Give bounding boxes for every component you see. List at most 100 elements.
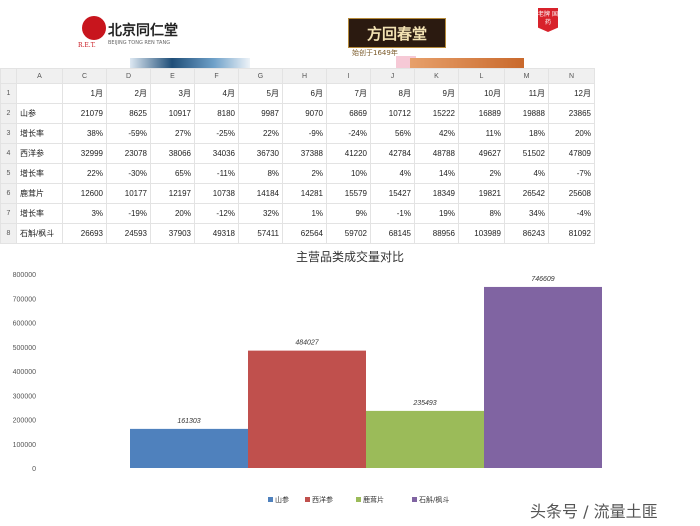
row-label[interactable]: 增长率 xyxy=(17,124,63,144)
table-cell[interactable]: 48788 xyxy=(415,144,459,164)
table-cell[interactable]: 32999 xyxy=(63,144,107,164)
table-cell[interactable]: 26693 xyxy=(63,224,107,244)
table-cell[interactable]: 14184 xyxy=(239,184,283,204)
table-cell[interactable]: 3% xyxy=(63,204,107,224)
month-header[interactable]: 12月 xyxy=(549,84,595,104)
row-label[interactable]: 石斛/枫斗 xyxy=(17,224,63,244)
table-cell[interactable]: 25608 xyxy=(549,184,595,204)
table-cell[interactable]: 51502 xyxy=(505,144,549,164)
table-cell[interactable]: 38066 xyxy=(151,144,195,164)
table-cell[interactable]: 20% xyxy=(549,124,595,144)
table-cell[interactable]: 49627 xyxy=(459,144,505,164)
table-cell[interactable]: 34036 xyxy=(195,144,239,164)
table-cell[interactable]: -12% xyxy=(195,204,239,224)
table-cell[interactable]: 19% xyxy=(415,204,459,224)
month-header[interactable]: 5月 xyxy=(239,84,283,104)
table-cell[interactable]: 12600 xyxy=(63,184,107,204)
table-cell[interactable]: 8625 xyxy=(107,104,151,124)
table-cell[interactable]: -9% xyxy=(283,124,327,144)
table-cell[interactable]: -19% xyxy=(107,204,151,224)
table-cell[interactable]: 9% xyxy=(327,204,371,224)
month-header[interactable]: 10月 xyxy=(459,84,505,104)
row-label[interactable]: 山参 xyxy=(17,104,63,124)
table-cell[interactable]: 9070 xyxy=(283,104,327,124)
table-cell[interactable]: 4% xyxy=(505,164,549,184)
table-cell[interactable]: -11% xyxy=(195,164,239,184)
table-cell[interactable]: 57411 xyxy=(239,224,283,244)
table-cell[interactable]: 36730 xyxy=(239,144,283,164)
table-cell[interactable] xyxy=(17,84,63,104)
table-cell[interactable]: 62564 xyxy=(283,224,327,244)
table-cell[interactable]: 18349 xyxy=(415,184,459,204)
table-cell[interactable]: 15427 xyxy=(371,184,415,204)
data-table[interactable]: A C D E F G H I J K L M N 1 1月 2月 3月 4月 5月 6月 7月 8月 9月 10月 11月 12… xyxy=(0,68,595,244)
table-cell[interactable]: 68145 xyxy=(371,224,415,244)
table-cell[interactable]: 10917 xyxy=(151,104,195,124)
month-header[interactable]: 9月 xyxy=(415,84,459,104)
table-cell[interactable]: 10177 xyxy=(107,184,151,204)
table-cell[interactable]: 11% xyxy=(459,124,505,144)
table-cell[interactable]: 6869 xyxy=(327,104,371,124)
table-cell[interactable]: 81092 xyxy=(549,224,595,244)
table-cell[interactable]: 37903 xyxy=(151,224,195,244)
table-cell[interactable]: 9987 xyxy=(239,104,283,124)
table-row[interactable]: 4 西洋参 32999 23078 38066 34036 36730 37388 41220 4… xyxy=(1,144,595,164)
row-label[interactable]: 增长率 xyxy=(17,204,63,224)
row-label[interactable]: 西洋参 xyxy=(17,144,63,164)
month-header[interactable]: 11月 xyxy=(505,84,549,104)
table-cell[interactable]: 26542 xyxy=(505,184,549,204)
table-cell[interactable]: 10738 xyxy=(195,184,239,204)
spreadsheet[interactable]: A C D E F G H I J K L M N 1 1月 2月 3月 4月 5月 6月 7月 8月 9月 10月 11月 12… xyxy=(0,68,700,244)
table-cell[interactable]: 42784 xyxy=(371,144,415,164)
table-cell[interactable]: 18% xyxy=(505,124,549,144)
table-cell[interactable]: 41220 xyxy=(327,144,371,164)
table-cell[interactable]: 19888 xyxy=(505,104,549,124)
table-cell[interactable]: -25% xyxy=(195,124,239,144)
table-cell[interactable]: 49318 xyxy=(195,224,239,244)
table-cell[interactable]: 103989 xyxy=(459,224,505,244)
table-cell[interactable]: 47809 xyxy=(549,144,595,164)
month-header[interactable]: 7月 xyxy=(327,84,371,104)
table-cell[interactable]: 8% xyxy=(459,204,505,224)
table-cell[interactable]: 23865 xyxy=(549,104,595,124)
table-cell[interactable]: 21079 xyxy=(63,104,107,124)
table-cell[interactable]: 65% xyxy=(151,164,195,184)
month-header[interactable]: 4月 xyxy=(195,84,239,104)
month-header[interactable]: 3月 xyxy=(151,84,195,104)
month-header[interactable]: 8月 xyxy=(371,84,415,104)
table-cell[interactable]: 38% xyxy=(63,124,107,144)
table-cell[interactable]: 24593 xyxy=(107,224,151,244)
table-row[interactable]: 3 增长率 38% -59% 27% -25% 22% -9% -24% 56% 42% 11% 18%… xyxy=(1,124,595,144)
table-cell[interactable]: 59702 xyxy=(327,224,371,244)
table-cell[interactable]: 2% xyxy=(459,164,505,184)
row-label[interactable]: 增长率 xyxy=(17,164,63,184)
table-row[interactable]: 6 鹿茸片 12600 10177 12197 10738 14184 14281 15579 1… xyxy=(1,184,595,204)
table-cell[interactable]: 32% xyxy=(239,204,283,224)
table-cell[interactable]: 8% xyxy=(239,164,283,184)
table-cell[interactable]: -4% xyxy=(549,204,595,224)
table-cell[interactable]: -7% xyxy=(549,164,595,184)
table-cell[interactable]: -59% xyxy=(107,124,151,144)
table-cell[interactable]: 23078 xyxy=(107,144,151,164)
table-cell[interactable]: 22% xyxy=(63,164,107,184)
table-cell[interactable]: 42% xyxy=(415,124,459,144)
table-cell[interactable]: 10712 xyxy=(371,104,415,124)
table-cell[interactable]: 88956 xyxy=(415,224,459,244)
table-cell[interactable]: -30% xyxy=(107,164,151,184)
table-cell[interactable]: 12197 xyxy=(151,184,195,204)
table-cell[interactable]: -24% xyxy=(327,124,371,144)
table-cell[interactable]: 8180 xyxy=(195,104,239,124)
table-cell[interactable]: 15579 xyxy=(327,184,371,204)
table-row[interactable]: 2 山参 21079 8625 10917 8180 9987 9070 6869 10712 15… xyxy=(1,104,595,124)
row-label[interactable]: 鹿茸片 xyxy=(17,184,63,204)
table-cell[interactable]: 2% xyxy=(283,164,327,184)
table-cell[interactable]: 14% xyxy=(415,164,459,184)
table-cell[interactable]: 4% xyxy=(371,164,415,184)
table-cell[interactable]: 19821 xyxy=(459,184,505,204)
table-cell[interactable]: 1% xyxy=(283,204,327,224)
month-header[interactable]: 1月 xyxy=(63,84,107,104)
month-header[interactable]: 6月 xyxy=(283,84,327,104)
table-cell[interactable]: 56% xyxy=(371,124,415,144)
table-cell[interactable]: -1% xyxy=(371,204,415,224)
table-cell[interactable]: 37388 xyxy=(283,144,327,164)
